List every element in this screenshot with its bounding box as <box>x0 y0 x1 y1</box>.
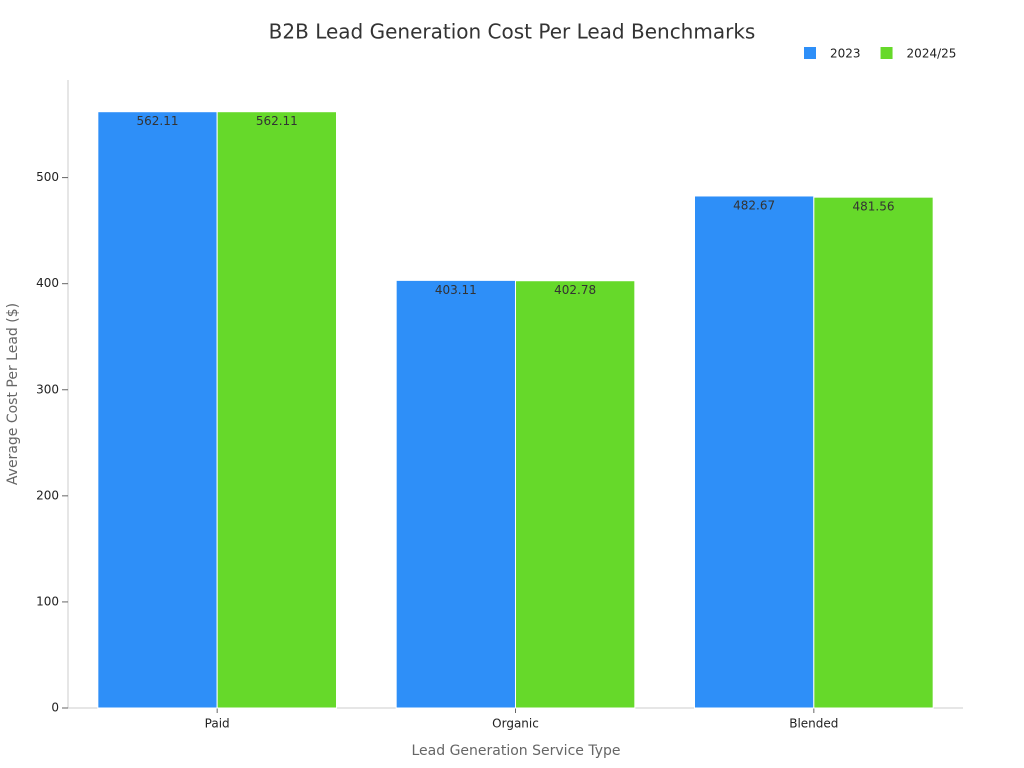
data-label: 562.11 <box>256 114 298 128</box>
x-axis-title: Lead Generation Service Type <box>412 743 621 759</box>
y-tick-label: 500 <box>36 170 59 184</box>
y-tick-label: 300 <box>36 382 59 396</box>
legend-swatch <box>880 47 893 59</box>
data-label: 402.78 <box>554 283 596 297</box>
y-tick-label: 100 <box>36 594 59 608</box>
y-tick-label: 0 <box>51 701 59 715</box>
bar <box>515 280 636 709</box>
chart-title: B2B Lead Generation Cost Per Lead Benchm… <box>269 20 756 44</box>
bar <box>813 196 934 709</box>
legend-swatch <box>804 47 816 59</box>
y-tick-label: 400 <box>36 276 59 290</box>
y-axis-title: Average Cost Per Lead ($) <box>5 303 21 485</box>
y-tick-label: 200 <box>36 488 59 502</box>
data-label: 403.11 <box>435 283 477 297</box>
data-label: 481.56 <box>853 200 895 214</box>
bar <box>216 111 338 709</box>
legend-label: 2024/25 <box>907 47 957 61</box>
bar <box>694 195 815 709</box>
bar <box>97 111 218 709</box>
x-tick-label: Organic <box>492 717 539 731</box>
x-tick-label: Blended <box>789 717 838 731</box>
data-label: 482.67 <box>733 198 775 212</box>
data-label: 562.11 <box>137 114 179 128</box>
legend-label: 2023 <box>830 47 861 61</box>
x-tick-label: Paid <box>205 717 230 731</box>
bar <box>395 279 516 709</box>
